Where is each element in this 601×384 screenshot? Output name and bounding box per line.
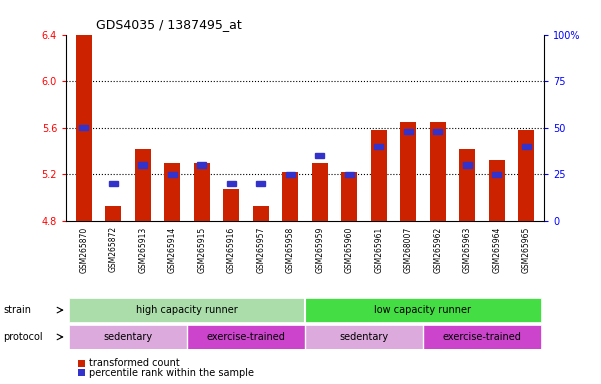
Bar xyxy=(252,206,269,221)
Bar xyxy=(216,35,246,221)
Bar xyxy=(335,35,364,221)
Text: high capacity runner: high capacity runner xyxy=(136,305,238,315)
Text: GSM265870: GSM265870 xyxy=(79,227,88,273)
Bar xyxy=(128,35,157,221)
Text: GSM265960: GSM265960 xyxy=(345,227,354,273)
Bar xyxy=(364,35,394,221)
Bar xyxy=(99,35,128,221)
Bar xyxy=(275,35,305,221)
Bar xyxy=(286,172,294,177)
Text: transformed count: transformed count xyxy=(89,358,180,368)
Bar xyxy=(194,162,210,221)
Bar xyxy=(282,172,298,221)
Bar xyxy=(109,181,118,186)
Bar xyxy=(522,144,531,149)
Text: GSM265957: GSM265957 xyxy=(256,227,265,273)
FancyBboxPatch shape xyxy=(69,325,187,349)
Bar xyxy=(187,35,216,221)
Bar xyxy=(423,35,453,221)
FancyBboxPatch shape xyxy=(69,298,305,322)
Bar xyxy=(256,181,265,186)
Bar xyxy=(105,206,121,221)
Bar xyxy=(482,35,511,221)
Bar xyxy=(511,35,541,221)
Bar xyxy=(76,29,92,221)
Text: exercise-trained: exercise-trained xyxy=(442,332,522,342)
Text: GSM268007: GSM268007 xyxy=(404,227,413,273)
Text: GSM265965: GSM265965 xyxy=(522,227,531,273)
Bar xyxy=(374,144,383,149)
Bar xyxy=(394,35,423,221)
Text: percentile rank within the sample: percentile rank within the sample xyxy=(89,368,254,378)
Bar xyxy=(400,122,416,221)
Bar xyxy=(79,125,88,130)
Bar xyxy=(227,181,236,186)
FancyBboxPatch shape xyxy=(305,298,541,322)
Text: GDS4035 / 1387495_at: GDS4035 / 1387495_at xyxy=(96,18,242,31)
Bar xyxy=(316,153,324,158)
Bar xyxy=(371,130,387,221)
Text: protocol: protocol xyxy=(3,332,43,342)
Bar xyxy=(168,172,177,177)
Text: sedentary: sedentary xyxy=(103,332,153,342)
Bar xyxy=(69,35,99,221)
Bar xyxy=(463,162,472,167)
Text: sedentary: sedentary xyxy=(340,332,389,342)
Bar xyxy=(157,35,187,221)
Bar xyxy=(489,160,505,221)
Text: GSM265916: GSM265916 xyxy=(227,227,236,273)
Bar xyxy=(459,149,475,221)
Bar xyxy=(312,162,328,221)
Text: low capacity runner: low capacity runner xyxy=(374,305,471,315)
Text: GSM265961: GSM265961 xyxy=(374,227,383,273)
Text: GSM265962: GSM265962 xyxy=(433,227,442,273)
Text: GSM265915: GSM265915 xyxy=(197,227,206,273)
Bar xyxy=(453,35,482,221)
FancyBboxPatch shape xyxy=(187,325,305,349)
Bar xyxy=(305,35,335,221)
Text: strain: strain xyxy=(3,305,31,315)
Text: GSM265958: GSM265958 xyxy=(285,227,294,273)
FancyBboxPatch shape xyxy=(423,325,541,349)
Text: GSM265872: GSM265872 xyxy=(109,227,118,273)
Bar xyxy=(135,149,151,221)
Bar xyxy=(518,130,534,221)
Bar xyxy=(138,162,147,167)
Text: GSM265964: GSM265964 xyxy=(492,227,501,273)
Bar xyxy=(246,35,275,221)
Bar xyxy=(404,129,413,134)
Bar xyxy=(430,122,446,221)
Bar xyxy=(345,172,354,177)
Bar xyxy=(223,189,239,221)
Text: GSM265959: GSM265959 xyxy=(316,227,325,273)
Text: GSM265913: GSM265913 xyxy=(138,227,147,273)
Text: GSM265963: GSM265963 xyxy=(463,227,472,273)
Bar xyxy=(433,129,442,134)
FancyBboxPatch shape xyxy=(305,325,423,349)
Text: exercise-trained: exercise-trained xyxy=(207,332,285,342)
Bar xyxy=(341,172,358,221)
Bar xyxy=(492,172,501,177)
Bar xyxy=(197,162,206,167)
Bar xyxy=(164,162,180,221)
Text: GSM265914: GSM265914 xyxy=(168,227,177,273)
